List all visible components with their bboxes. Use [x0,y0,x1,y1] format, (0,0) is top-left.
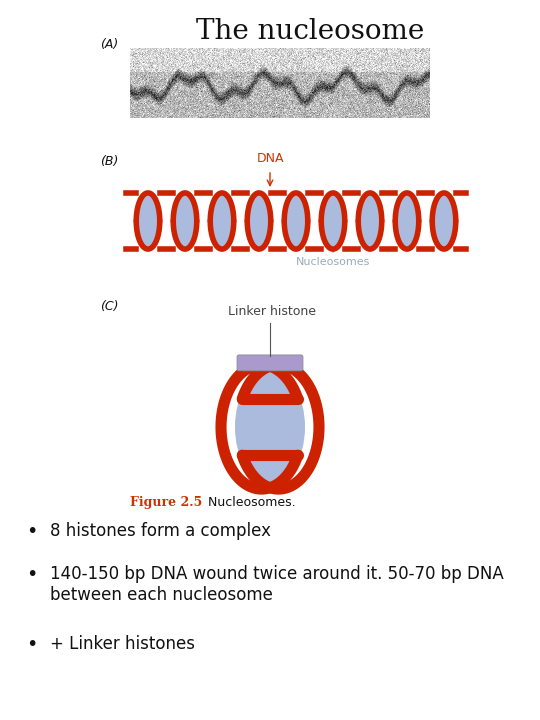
FancyBboxPatch shape [237,355,303,371]
Ellipse shape [430,195,458,247]
Text: The nucleosome: The nucleosome [196,18,424,45]
Text: •: • [26,522,38,541]
Ellipse shape [134,195,162,247]
Ellipse shape [356,195,384,247]
Ellipse shape [208,195,236,247]
Text: (A): (A) [100,38,118,51]
Ellipse shape [282,195,310,247]
Text: 140-150 bp DNA wound twice around it. 50-70 bp DNA
between each nucleosome: 140-150 bp DNA wound twice around it. 50… [50,565,504,604]
Text: DNA: DNA [256,152,284,165]
Text: (C): (C) [100,300,118,313]
Ellipse shape [235,369,305,485]
Ellipse shape [171,195,199,247]
Text: Nucleosomes.: Nucleosomes. [200,496,295,509]
Ellipse shape [319,195,347,247]
Text: Linker histone: Linker histone [228,305,316,318]
Text: + Linker histones: + Linker histones [50,635,195,653]
Text: •: • [26,565,38,584]
Text: •: • [26,635,38,654]
Text: Figure 2.5: Figure 2.5 [130,496,202,509]
Ellipse shape [245,195,273,247]
Ellipse shape [393,195,421,247]
Text: Nucleosomes: Nucleosomes [296,257,370,267]
Text: (B): (B) [100,155,118,168]
Text: 8 histones form a complex: 8 histones form a complex [50,522,271,540]
